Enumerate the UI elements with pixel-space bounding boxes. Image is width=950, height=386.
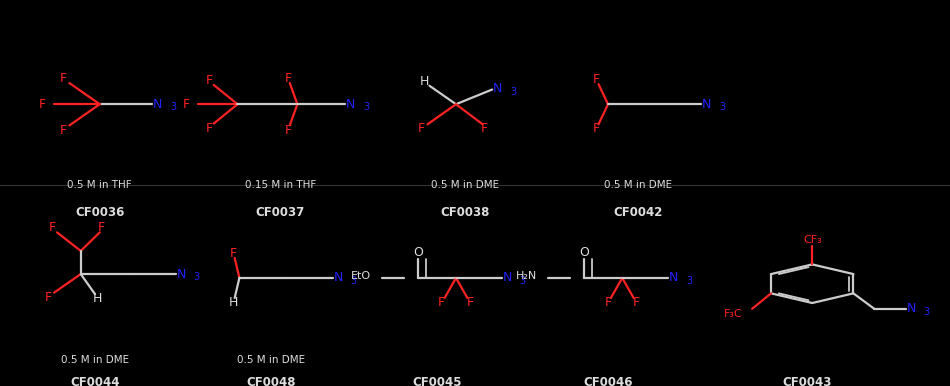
Text: F₃C: F₃C xyxy=(724,309,743,319)
Text: 0.15 M in THF: 0.15 M in THF xyxy=(245,180,315,190)
Text: CF0045: CF0045 xyxy=(412,376,462,386)
Text: 0.5 M in THF: 0.5 M in THF xyxy=(67,180,132,190)
Text: H: H xyxy=(93,292,103,305)
Text: CF0037: CF0037 xyxy=(256,206,305,219)
Text: F: F xyxy=(182,98,190,111)
Text: F: F xyxy=(205,122,213,135)
Text: N: N xyxy=(346,98,355,111)
Text: CF0046: CF0046 xyxy=(583,376,633,386)
Text: F: F xyxy=(604,296,612,309)
Text: 3: 3 xyxy=(719,102,725,112)
Text: 3: 3 xyxy=(351,276,356,286)
Text: N: N xyxy=(333,271,343,284)
Text: CF0048: CF0048 xyxy=(246,376,295,386)
Text: 3: 3 xyxy=(170,102,176,112)
Text: N: N xyxy=(153,98,162,111)
Text: N: N xyxy=(493,82,503,95)
Text: 3: 3 xyxy=(510,87,516,97)
Text: 3: 3 xyxy=(686,276,692,286)
Text: 3: 3 xyxy=(194,272,200,282)
Text: 0.5 M in DME: 0.5 M in DME xyxy=(237,355,305,365)
Text: 3: 3 xyxy=(520,276,525,286)
Text: H₂N: H₂N xyxy=(516,271,537,281)
Text: CF0044: CF0044 xyxy=(70,376,120,386)
Text: F: F xyxy=(60,72,67,85)
Text: N: N xyxy=(906,302,916,315)
Text: F: F xyxy=(284,124,292,137)
Text: O: O xyxy=(580,246,589,259)
Text: N: N xyxy=(177,267,186,281)
Text: F: F xyxy=(45,291,52,304)
Text: 0.5 M in DME: 0.5 M in DME xyxy=(604,180,673,190)
Text: F: F xyxy=(48,221,56,234)
Text: CF0042: CF0042 xyxy=(614,206,663,219)
Text: CF0043: CF0043 xyxy=(783,376,832,386)
Text: 0.5 M in DME: 0.5 M in DME xyxy=(61,355,129,365)
Text: N: N xyxy=(702,98,712,111)
Text: CF₃: CF₃ xyxy=(803,235,822,245)
Text: 3: 3 xyxy=(923,307,930,317)
Text: EtO: EtO xyxy=(351,271,370,281)
Text: N: N xyxy=(503,271,512,284)
Text: F: F xyxy=(633,296,640,309)
Text: H: H xyxy=(229,296,238,309)
Text: F: F xyxy=(98,221,105,234)
Text: CF0036: CF0036 xyxy=(75,206,124,219)
Text: F: F xyxy=(418,122,426,135)
Text: F: F xyxy=(39,98,47,111)
Text: O: O xyxy=(413,246,423,259)
Text: F: F xyxy=(205,74,213,87)
Text: H: H xyxy=(420,74,429,88)
Text: F: F xyxy=(60,124,67,137)
Text: N: N xyxy=(669,271,678,284)
Text: F: F xyxy=(284,72,292,85)
Text: F: F xyxy=(481,122,488,135)
Text: CF0038: CF0038 xyxy=(441,206,490,219)
Text: 3: 3 xyxy=(363,102,369,112)
Text: F: F xyxy=(466,296,474,309)
Text: F: F xyxy=(230,247,238,260)
Text: F: F xyxy=(593,122,600,135)
Text: 0.5 M in DME: 0.5 M in DME xyxy=(431,180,500,190)
Text: F: F xyxy=(593,73,600,86)
Text: F: F xyxy=(438,296,446,309)
